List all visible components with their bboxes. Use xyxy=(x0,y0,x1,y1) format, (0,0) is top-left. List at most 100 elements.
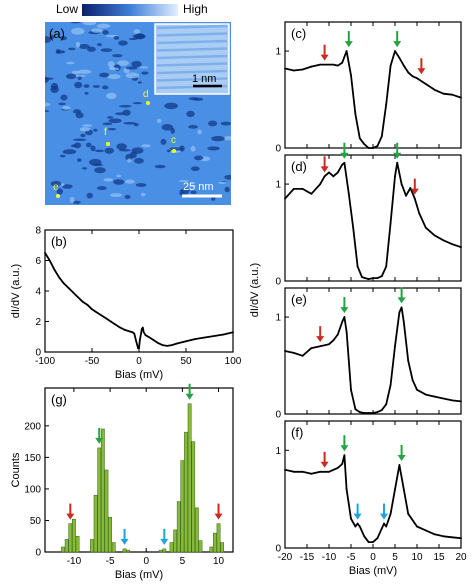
data-point xyxy=(336,171,339,174)
histogram-bar xyxy=(173,529,178,553)
panel-label-f: (f) xyxy=(291,425,303,440)
stm-texture-blob xyxy=(102,30,109,35)
stm-texture-blob xyxy=(193,97,204,101)
marker-arrow xyxy=(380,503,388,520)
data-point xyxy=(328,63,330,66)
data-point xyxy=(336,466,339,469)
data-point xyxy=(166,345,169,347)
data-point xyxy=(319,63,322,66)
data-point xyxy=(380,527,383,530)
inset-atomic-row xyxy=(156,62,228,67)
stm-texture-blob xyxy=(131,60,142,68)
data-point xyxy=(345,488,348,491)
data-point xyxy=(460,400,462,403)
arrow-head xyxy=(185,393,194,400)
stm-texture-blob xyxy=(77,158,82,162)
histogram-bar xyxy=(187,403,192,553)
plot-frame xyxy=(44,387,234,553)
inset-atomic-row xyxy=(156,32,228,37)
data-point xyxy=(424,393,427,396)
stm-texture-blob xyxy=(160,138,167,145)
data-point xyxy=(328,470,330,473)
data-point xyxy=(411,75,414,78)
histogram-bar xyxy=(191,441,196,553)
data-point xyxy=(416,525,418,528)
data-point xyxy=(284,197,286,200)
data-point xyxy=(409,187,412,189)
x-tick-label: -100 xyxy=(35,356,55,367)
stm-texture-blob xyxy=(91,28,103,33)
data-point xyxy=(367,147,370,149)
arrow-head xyxy=(340,307,349,314)
histogram-bar xyxy=(122,548,127,553)
marker-e-dot xyxy=(56,194,60,198)
data-point xyxy=(363,535,366,538)
data-point xyxy=(402,64,405,67)
data-point xyxy=(58,276,60,279)
data-point xyxy=(213,335,216,337)
stm-texture-blob xyxy=(224,174,231,180)
stm-texture-blob xyxy=(87,46,96,52)
marker-arrow xyxy=(66,503,75,520)
stm-texture-blob xyxy=(161,124,174,131)
stm-texture-blob xyxy=(72,200,81,204)
stm-texture-blob xyxy=(123,122,137,125)
stm-texture-blob xyxy=(90,145,96,152)
data-point xyxy=(336,333,339,336)
stm-texture-blob xyxy=(190,190,197,195)
data-point xyxy=(328,343,330,346)
data-point xyxy=(72,291,75,294)
stm-texture-blob xyxy=(62,105,71,110)
stm-texture-blob xyxy=(154,164,166,169)
histogram-bar xyxy=(213,532,217,553)
data-point xyxy=(203,336,206,339)
arrow-head xyxy=(393,152,402,159)
data-point xyxy=(343,161,346,164)
data-point xyxy=(347,192,350,195)
stm-texture-blob xyxy=(133,29,141,34)
data-point xyxy=(380,409,383,412)
arrow-head xyxy=(344,41,353,48)
marker-arrow xyxy=(353,503,362,520)
inset-atomic-row xyxy=(156,24,228,30)
stm-texture-blob xyxy=(62,184,73,189)
data-point xyxy=(398,311,401,314)
marker-arrow xyxy=(320,451,329,468)
x-tick-label: 0 xyxy=(370,552,376,563)
data-point xyxy=(128,330,131,333)
stm-texture-blob xyxy=(197,129,202,135)
stm-texture-blob xyxy=(45,102,51,107)
data-point xyxy=(416,77,418,80)
series-line-c xyxy=(284,50,462,149)
data-point xyxy=(67,287,70,289)
data-point xyxy=(336,64,339,67)
stm-texture-blob xyxy=(49,34,55,40)
arrow-head xyxy=(320,54,329,61)
y-tick-label: 8 xyxy=(35,226,41,237)
x-tick-label: 5 xyxy=(392,552,398,563)
colorbar-high-label: High xyxy=(183,2,208,16)
marker-arrow xyxy=(417,58,426,75)
stm-texture-blob xyxy=(82,124,93,127)
data-point xyxy=(376,145,379,147)
arrow-head xyxy=(320,166,329,173)
stm-texture-blob xyxy=(132,102,143,105)
stm-texture-blob xyxy=(68,47,76,51)
colorbar-low-label: Low xyxy=(56,2,78,16)
stm-texture-blob xyxy=(117,60,129,66)
stm-texture-blob xyxy=(179,145,185,152)
data-point xyxy=(332,468,335,471)
histogram-bar xyxy=(108,517,112,553)
data-point xyxy=(372,541,374,544)
arrow-head xyxy=(120,538,129,545)
stm-texture-blob xyxy=(122,109,131,116)
data-point xyxy=(358,411,361,413)
data-point xyxy=(292,188,295,190)
stm-texture-blob xyxy=(116,174,122,178)
data-point xyxy=(161,344,164,347)
stm-texture-blob xyxy=(140,192,146,197)
stm-texture-blob xyxy=(100,48,113,52)
marker-arrow xyxy=(120,528,129,545)
stm-texture-blob xyxy=(194,155,204,161)
marker-d-label: d xyxy=(143,89,149,100)
